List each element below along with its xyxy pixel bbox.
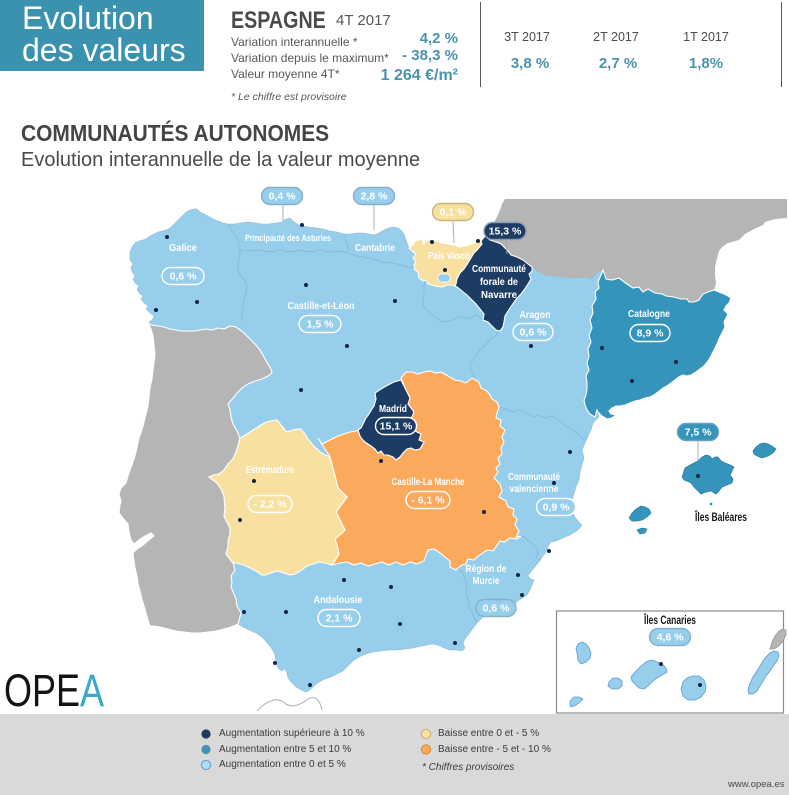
svg-text:Cantabrie: Cantabrie bbox=[355, 243, 395, 254]
svg-text:0,6 %: 0,6 % bbox=[483, 603, 511, 615]
svg-text:1,5 %: 1,5 % bbox=[307, 319, 335, 331]
svg-text:Catalogne: Catalogne bbox=[628, 309, 670, 320]
svg-text:15,1 %: 15,1 % bbox=[380, 421, 413, 433]
svg-text:Région de: Région de bbox=[466, 564, 507, 575]
svg-text:0,9 %: 0,9 % bbox=[543, 502, 571, 514]
svg-text:0,4 %: 0,4 % bbox=[269, 191, 297, 203]
svg-text:Navarre: Navarre bbox=[481, 290, 517, 301]
svg-text:2,8 %: 2,8 % bbox=[361, 191, 389, 203]
svg-text:Murcie: Murcie bbox=[473, 576, 500, 587]
svg-text:Communauté: Communauté bbox=[472, 264, 526, 275]
svg-text:8,9 %: 8,9 % bbox=[637, 328, 665, 340]
svg-text:Aragon: Aragon bbox=[520, 310, 551, 321]
svg-text:Îles Canaries: Îles Canaries bbox=[643, 614, 696, 627]
svg-text:Estrémadure: Estrémadure bbox=[246, 465, 294, 476]
svg-text:Andalousie: Andalousie bbox=[314, 595, 363, 606]
svg-text:Principauté des Asturies: Principauté des Asturies bbox=[245, 233, 331, 244]
svg-text:- 2,2 %: - 2,2 % bbox=[253, 499, 287, 511]
svg-text:Castille-et-Léon: Castille-et-Léon bbox=[288, 301, 355, 312]
svg-text:forale de: forale de bbox=[480, 277, 518, 288]
svg-text:- 6,1 %: - 6,1 % bbox=[411, 495, 445, 507]
svg-text:Pais Vasco: Pais Vasco bbox=[428, 251, 470, 262]
svg-text:0,1 %: 0,1 % bbox=[440, 207, 468, 219]
svg-text:15,3 %: 15,3 % bbox=[489, 226, 522, 238]
svg-text:4,6 %: 4,6 % bbox=[657, 632, 685, 644]
svg-text:valencienne: valencienne bbox=[510, 484, 559, 495]
svg-text:2,1 %: 2,1 % bbox=[326, 613, 354, 625]
svg-text:Galice: Galice bbox=[169, 243, 197, 254]
svg-text:Communauté: Communauté bbox=[508, 472, 560, 483]
svg-text:Madrid: Madrid bbox=[379, 404, 407, 415]
svg-text:7,5 %: 7,5 % bbox=[685, 427, 713, 439]
svg-text:0,6 %: 0,6 % bbox=[520, 327, 548, 339]
svg-text:Îles Baléares: Îles Baléares bbox=[694, 511, 747, 524]
svg-text:0,6 %: 0,6 % bbox=[170, 271, 198, 283]
svg-text:Castille-La Manche: Castille-La Manche bbox=[392, 477, 465, 488]
